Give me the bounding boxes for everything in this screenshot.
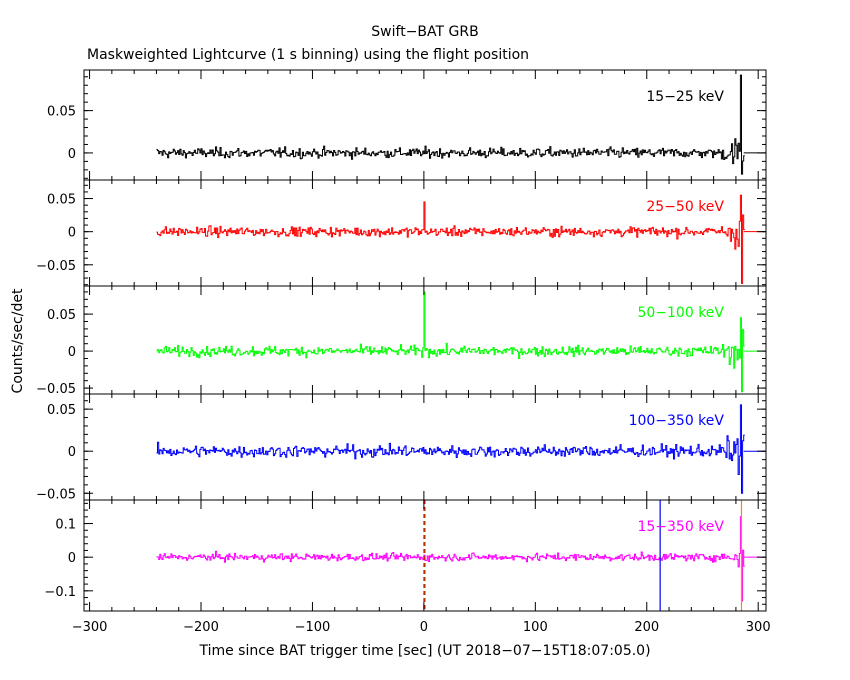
- y-tick-label: 0.05: [47, 403, 76, 418]
- y-tick-label: 0: [68, 551, 76, 566]
- lightcurve-4: [156, 404, 745, 494]
- x-tick-label: 100: [523, 620, 548, 635]
- y-tick-label: 0.1: [55, 518, 76, 533]
- x-tick-label: −300: [72, 620, 108, 635]
- panel-frame: [83, 69, 767, 181]
- chart-title: Swift−BAT GRB: [371, 24, 478, 40]
- x-tick-label: −200: [183, 620, 219, 635]
- y-axis-label: Counts/sec/det: [10, 288, 26, 393]
- x-tick-label: 0: [420, 620, 428, 635]
- y-tick-label: 0.05: [47, 105, 76, 120]
- x-tick-label: −100: [295, 620, 331, 635]
- y-tick-label: −0.05: [36, 487, 76, 502]
- energy-band-label: 15−25 keV: [646, 89, 724, 105]
- x-axis-label: Time since BAT trigger time [sec] (UT 20…: [198, 643, 650, 659]
- lightcurve-1: [156, 74, 745, 175]
- energy-band-label: 50−100 keV: [637, 305, 724, 321]
- panel-5: −0.1 0 0.1 15−350 keV: [44, 499, 767, 612]
- lightcurve-2: [156, 194, 745, 284]
- panel-4: −0.05 0 0.05 100−350 keV: [36, 393, 767, 502]
- y-tick-label: 0: [68, 445, 76, 460]
- y-tick-label: 0: [68, 345, 76, 360]
- panel-1: 0 0.05 15−25 keV: [47, 69, 767, 181]
- panel-frame: [83, 393, 767, 501]
- panel-2: −0.05 0 0.05 25−50 keV: [36, 179, 767, 287]
- energy-band-label: 15−350 keV: [637, 519, 724, 535]
- y-tick-label: 0: [68, 147, 76, 162]
- energy-band-label: 25−50 keV: [646, 199, 724, 215]
- y-tick-label: 0: [68, 226, 76, 241]
- panel-frame: [83, 499, 767, 612]
- y-tick-label: −0.05: [36, 259, 76, 274]
- chart-subtitle: Maskweighted Lightcurve (1 s binning) us…: [87, 47, 529, 63]
- lightcurve-5: [156, 516, 745, 602]
- y-tick-label: 0.05: [47, 193, 76, 208]
- y-tick-label: 0.05: [47, 308, 76, 323]
- y-tick-label: −0.05: [36, 382, 76, 397]
- energy-band-label: 100−350 keV: [629, 413, 725, 429]
- lightcurve-3: [156, 291, 745, 393]
- y-tick-label: −0.1: [44, 585, 76, 600]
- panel-3: −0.05 0 0.05 50−100 keV: [36, 285, 767, 397]
- x-tick-label: 300: [746, 620, 771, 635]
- x-axis-ticks: −300 −200 −100 0 100 200 300: [72, 620, 771, 635]
- x-tick-label: 200: [634, 620, 659, 635]
